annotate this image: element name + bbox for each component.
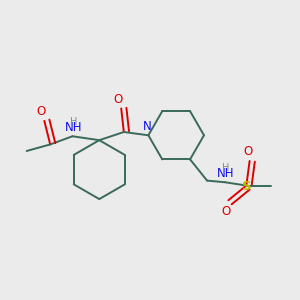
Text: O: O xyxy=(221,205,230,218)
Text: O: O xyxy=(113,93,123,106)
Text: H: H xyxy=(222,163,230,173)
Text: H: H xyxy=(70,117,77,127)
Text: O: O xyxy=(36,105,46,118)
Text: NH: NH xyxy=(217,167,235,180)
Text: O: O xyxy=(243,145,252,158)
Text: NH: NH xyxy=(65,121,82,134)
Text: S: S xyxy=(242,180,252,193)
Text: N: N xyxy=(143,120,152,133)
